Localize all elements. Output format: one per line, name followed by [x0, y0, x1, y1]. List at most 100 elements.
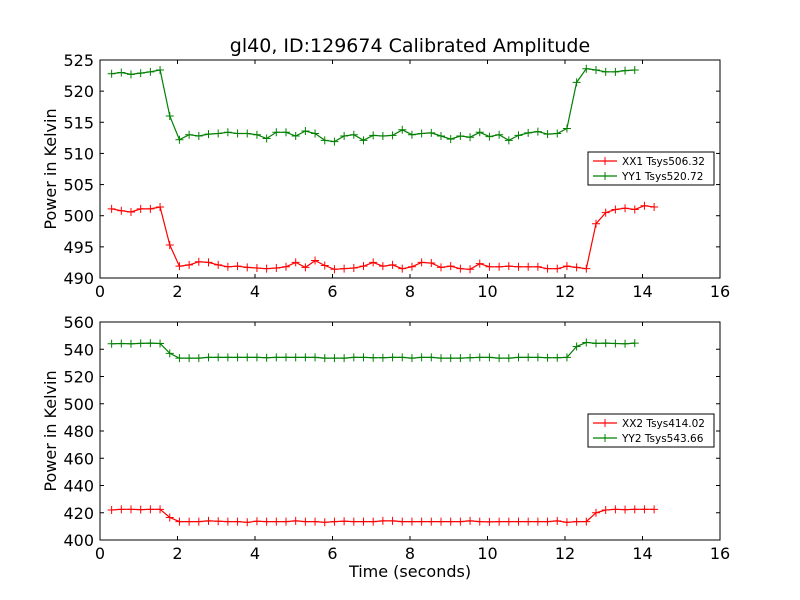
data-point-marker: [252, 517, 261, 526]
data-point-marker: [156, 202, 165, 211]
data-point-marker: [291, 131, 300, 140]
data-point-marker: [630, 505, 639, 514]
data-point-marker: [388, 131, 397, 140]
data-point-marker: [204, 353, 213, 362]
data-point-marker: [252, 130, 261, 139]
data-point-marker: [349, 264, 358, 273]
data-point-marker: [543, 353, 552, 362]
legend-marker: [601, 434, 609, 442]
data-point-marker: [601, 208, 610, 217]
legend-label: YY1 Tsys520.72: [621, 171, 703, 183]
data-point-marker: [233, 353, 242, 362]
data-point-marker: [107, 339, 116, 348]
data-point-marker: [320, 261, 329, 270]
data-point-marker: [553, 129, 562, 138]
data-point-marker: [398, 264, 407, 273]
x-tick-label: 16: [710, 282, 730, 301]
data-point-marker: [437, 517, 445, 526]
data-point-marker: [214, 129, 223, 138]
data-point-marker: [572, 263, 581, 272]
y-tick-label: 505: [63, 176, 94, 195]
legend-box: [587, 151, 715, 186]
data-point-marker: [437, 263, 445, 272]
y-axis-label: Power in Kelvin: [41, 108, 60, 229]
data-point-marker: [524, 262, 533, 271]
data-point-marker: [398, 125, 407, 134]
data-point-marker: [291, 258, 300, 267]
data-point-marker: [165, 240, 174, 249]
data-point-marker: [407, 354, 416, 363]
x-tick-label: 0: [95, 544, 105, 563]
data-point-marker: [359, 353, 368, 362]
data-point-marker: [359, 262, 368, 271]
data-point-marker: [514, 131, 523, 140]
data-point-marker: [524, 128, 533, 137]
data-point-marker: [456, 264, 465, 273]
data-point-marker: [272, 517, 281, 526]
y-tick-label: 520: [63, 82, 94, 101]
data-point-marker: [495, 517, 504, 526]
data-point-marker: [388, 353, 397, 362]
data-point-marker: [301, 353, 310, 362]
data-point-marker: [562, 518, 571, 527]
data-point-marker: [475, 259, 484, 268]
data-point-marker: [359, 136, 368, 145]
data-point-marker: [349, 353, 358, 362]
x-tick-label: 16: [710, 544, 730, 563]
data-point-marker: [282, 517, 290, 526]
data-point-marker: [592, 219, 600, 228]
data-point-marker: [136, 69, 145, 78]
data-point-marker: [156, 65, 165, 74]
data-point-marker: [127, 339, 135, 348]
data-point-marker: [562, 353, 571, 362]
data-point-marker: [533, 262, 542, 271]
x-tick-label: 14: [632, 282, 652, 301]
data-point-marker: [562, 124, 571, 133]
data-point-marker: [214, 353, 223, 362]
data-point-marker: [485, 517, 494, 526]
legend-marker: [601, 419, 609, 427]
data-point-marker: [349, 130, 358, 139]
data-point-marker: [262, 353, 271, 362]
data-point-marker: [146, 204, 155, 213]
y-tick-label: 510: [63, 144, 94, 163]
data-point-marker: [446, 262, 455, 271]
data-point-marker: [650, 202, 659, 211]
y-tick-label: 495: [63, 238, 94, 257]
data-point-marker: [437, 354, 445, 363]
data-point-marker: [223, 262, 232, 271]
data-point-marker: [136, 204, 145, 213]
legend-label: XX1 Tsys506.32: [622, 156, 705, 168]
data-point-marker: [572, 78, 581, 87]
x-tick-label: 8: [405, 544, 415, 563]
data-point-marker: [543, 130, 552, 139]
data-point-marker: [601, 67, 610, 76]
data-point-marker: [282, 353, 290, 362]
data-point-marker: [320, 136, 329, 145]
data-point-marker: [466, 133, 475, 142]
data-point-marker: [340, 264, 349, 273]
data-point-marker: [504, 354, 513, 363]
data-point-marker: [107, 69, 116, 78]
data-point-marker: [495, 354, 504, 363]
data-point-marker: [340, 131, 349, 140]
data-point-marker: [427, 259, 436, 268]
data-point-marker: [175, 354, 184, 363]
data-point-marker: [427, 517, 436, 526]
data-point-marker: [378, 131, 387, 140]
y-tick-label: 500: [63, 395, 94, 414]
data-point-marker: [388, 260, 397, 269]
data-point-marker: [117, 339, 126, 348]
data-point-marker: [301, 263, 310, 272]
data-point-marker: [262, 264, 271, 273]
data-point-marker: [466, 265, 475, 274]
data-point-marker: [107, 204, 116, 213]
data-point-marker: [233, 517, 242, 526]
data-point-marker: [136, 339, 145, 348]
data-point-marker: [504, 136, 513, 145]
x-axis-label: Time (seconds): [348, 562, 471, 581]
data-point-marker: [330, 517, 339, 526]
x-tick-label: 8: [405, 282, 415, 301]
data-point-marker: [330, 354, 339, 363]
x-tick-label: 2: [172, 282, 182, 301]
